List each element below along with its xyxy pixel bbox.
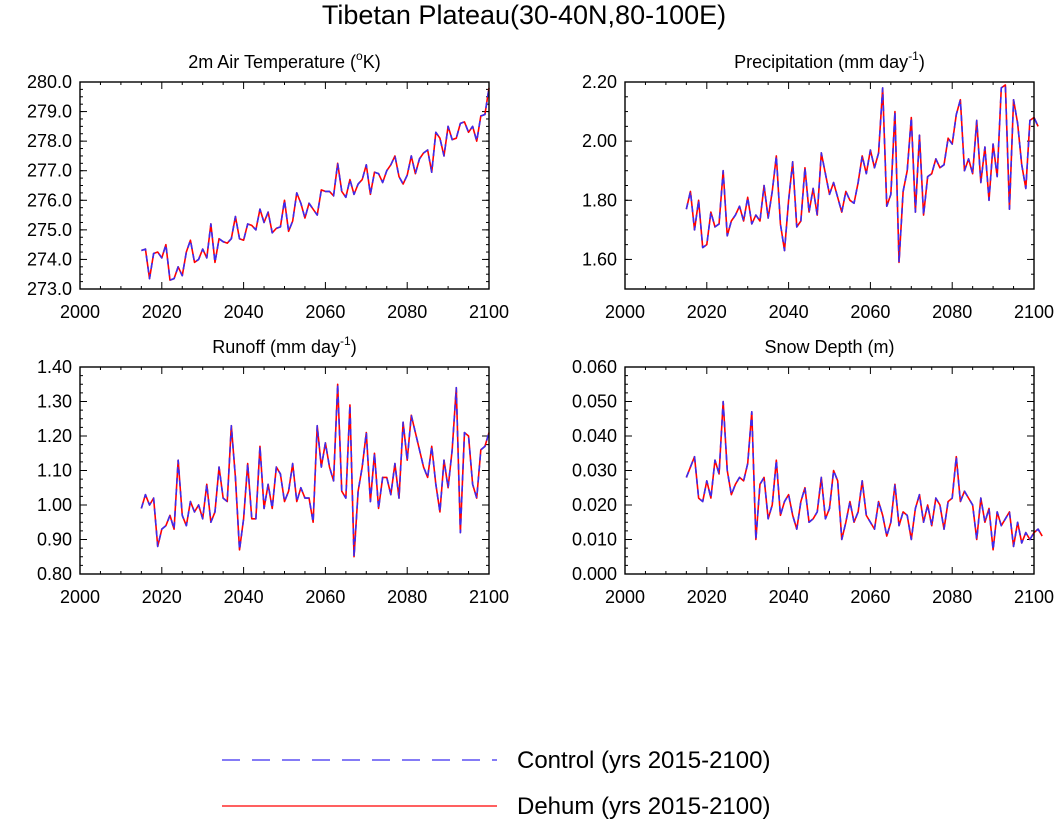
y-tick-label: 0.030 [572, 461, 617, 481]
y-tick-label: 0.80 [37, 564, 72, 584]
y-tick-label: 0.90 [37, 530, 72, 550]
series-line-control [685, 400, 1043, 551]
figure-title: Tibetan Plateau(30-40N,80-100E) [322, 0, 726, 30]
y-tick-label: 1.60 [582, 249, 617, 269]
y-tick-label: 277.0 [27, 161, 72, 181]
panel-title-text: Snow Depth (m) [764, 337, 894, 357]
panel-title-text: Precipitation (mm day [734, 52, 908, 72]
legend: Control (yrs 2015-2100) Dehum (yrs 2015-… [222, 747, 770, 820]
x-tick-label: 2020 [687, 587, 727, 607]
panel-title-superscript: -1 [908, 49, 919, 63]
panel-runoff: Runoff (mm day-1) 2000 2020 2040 2060 2080 210… [37, 334, 509, 607]
plot-frame [624, 81, 1035, 290]
panel-title-text: Runoff (mm day [212, 337, 340, 357]
x-tick-label: 2000 [60, 587, 100, 607]
series-line-control [685, 84, 1039, 264]
panel-title-suffix: K) [363, 52, 381, 72]
x-tick-label: 2080 [932, 302, 972, 322]
panel-title: Runoff (mm day-1) [212, 334, 356, 357]
series-line-control [140, 383, 490, 558]
panel-snow-depth: Snow Depth (m) 2000 2020 2040 2060 2080 2100 0.… [572, 337, 1054, 607]
x-tick-label: 2080 [932, 587, 972, 607]
y-tick-label: 275.0 [27, 220, 72, 240]
y-tick-label: 1.00 [37, 495, 72, 515]
y-tick-label: 1.30 [37, 392, 72, 412]
y-tick-label: 1.40 [37, 357, 72, 377]
x-tick-label: 2040 [224, 587, 264, 607]
x-tick-label: 2100 [1014, 302, 1054, 322]
series-line-control [141, 87, 490, 281]
panel-air-temperature: 2m Air Temperature (oK) 2000 2020 2040 2060 2… [27, 49, 509, 322]
x-tick-label: 2000 [60, 302, 100, 322]
series-line-dehum [685, 400, 1043, 551]
y-tick-label: 273.0 [27, 279, 72, 299]
legend-dehum-label: Dehum (yrs 2015-2100) [517, 793, 770, 820]
x-tick-label: 2020 [687, 302, 727, 322]
y-tick-label: 1.10 [37, 461, 72, 481]
panel-precipitation: Precipitation (mm day-1) 2000 2020 2040 2060… [582, 49, 1054, 322]
x-tick-label: 2040 [769, 302, 809, 322]
x-tick-label: 2100 [1014, 587, 1054, 607]
y-tick-label: 0.000 [572, 564, 617, 584]
y-tick-label: 278.0 [27, 131, 72, 151]
x-tick-label: 2060 [850, 302, 890, 322]
panel-title: Snow Depth (m) [764, 337, 894, 357]
y-tick-label: 1.20 [37, 426, 72, 446]
y-tick-label: 280.0 [27, 72, 72, 92]
x-tick-label: 2100 [469, 302, 509, 322]
y-tick-label: 0.010 [572, 530, 617, 550]
x-tick-label: 2040 [769, 587, 809, 607]
y-tick-label: 274.0 [27, 249, 72, 269]
series-line-dehum [141, 87, 490, 281]
x-tick-label: 2060 [305, 302, 345, 322]
panel-title-suffix: ) [919, 52, 925, 72]
y-tick-label: 276.0 [27, 190, 72, 210]
panels: 2m Air Temperature (oK) 2000 2020 2040 2060 2… [27, 49, 1054, 607]
y-tick-label: 279.0 [27, 102, 72, 122]
plot-frame [79, 366, 490, 575]
plot-frame [79, 81, 490, 290]
plot-frame [624, 366, 1035, 575]
y-tick-label: 2.20 [582, 72, 617, 92]
series-line-dehum [685, 84, 1039, 264]
y-tick-label: 0.040 [572, 426, 617, 446]
y-tick-label: 0.050 [572, 392, 617, 412]
y-tick-label: 0.020 [572, 495, 617, 515]
panel-title-text: 2m Air Temperature ( [188, 52, 356, 72]
y-tick-label: 1.80 [582, 190, 617, 210]
x-tick-label: 2020 [142, 302, 182, 322]
x-tick-label: 2000 [605, 302, 645, 322]
y-tick-label: 0.060 [572, 357, 617, 377]
legend-control-label: Control (yrs 2015-2100) [517, 747, 770, 774]
y-tick-label: 2.00 [582, 131, 617, 151]
panel-title-suffix: ) [351, 337, 357, 357]
x-tick-label: 2100 [469, 587, 509, 607]
panel-title-superscript: -1 [340, 334, 351, 348]
x-tick-label: 2080 [387, 587, 427, 607]
x-tick-label: 2020 [142, 587, 182, 607]
panel-title: 2m Air Temperature (oK) [188, 49, 380, 72]
x-tick-label: 2040 [224, 302, 264, 322]
x-tick-label: 2060 [305, 587, 345, 607]
panel-title-superscript: o [356, 49, 363, 63]
x-tick-label: 2000 [605, 587, 645, 607]
panel-title: Precipitation (mm day-1) [734, 49, 925, 72]
x-tick-label: 2060 [850, 587, 890, 607]
x-tick-label: 2080 [387, 302, 427, 322]
